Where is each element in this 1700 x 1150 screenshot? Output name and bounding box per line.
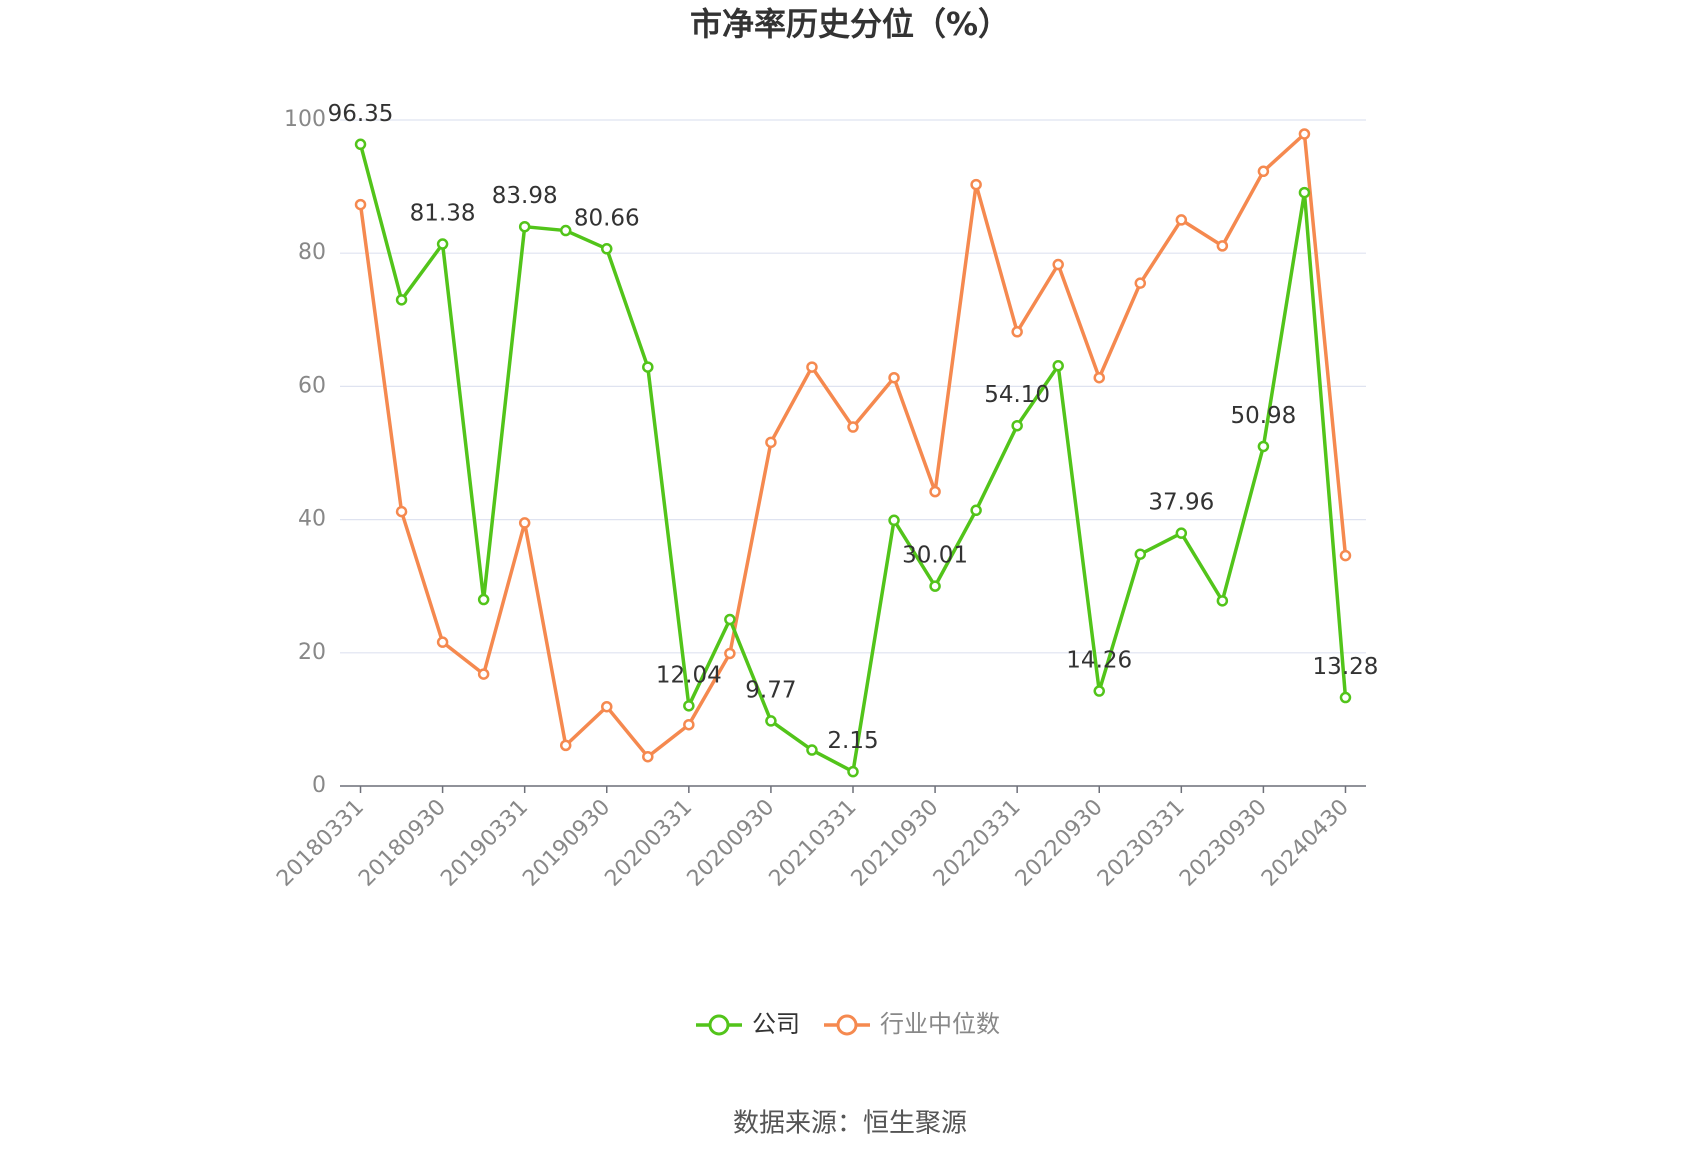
point bbox=[888, 514, 900, 527]
point bbox=[1257, 165, 1270, 178]
data-label: 54.10 bbox=[984, 382, 1050, 408]
legend-item[interactable]: 行业中位数 bbox=[824, 1010, 1000, 1038]
data-label: 83.98 bbox=[492, 183, 558, 209]
point bbox=[395, 505, 408, 518]
point bbox=[888, 371, 900, 384]
point bbox=[929, 485, 941, 498]
legend-item[interactable]: 公司 bbox=[696, 1010, 800, 1038]
point bbox=[724, 613, 736, 626]
source-note: 数据来源：恒生聚源 bbox=[733, 1109, 967, 1139]
point bbox=[477, 668, 490, 680]
data-label: 13.28 bbox=[1313, 654, 1379, 680]
y-tick-label: 60 bbox=[298, 373, 326, 398]
point bbox=[1298, 128, 1311, 140]
point bbox=[683, 718, 695, 731]
point bbox=[683, 700, 695, 712]
data-label: 14.26 bbox=[1066, 648, 1132, 674]
point bbox=[765, 715, 777, 727]
point bbox=[1298, 186, 1311, 199]
point bbox=[559, 739, 572, 752]
point bbox=[1093, 685, 1105, 697]
y-tick-label: 80 bbox=[298, 240, 326, 265]
point bbox=[847, 421, 859, 433]
data-label: 80.66 bbox=[574, 205, 640, 231]
point bbox=[1134, 548, 1147, 560]
series-line bbox=[358, 143, 1348, 774]
x-tick-label: 20220930 bbox=[1011, 795, 1108, 892]
x-tick-label: 20180331 bbox=[272, 795, 369, 892]
data-label: 2.15 bbox=[827, 728, 878, 754]
point bbox=[1052, 360, 1064, 372]
legend-marker bbox=[836, 1014, 858, 1036]
point bbox=[436, 636, 449, 648]
point bbox=[1216, 240, 1229, 252]
point bbox=[1052, 258, 1064, 271]
y-tick-label: 40 bbox=[298, 507, 326, 532]
point bbox=[929, 580, 941, 592]
x-tick-label: 20230331 bbox=[1093, 795, 1190, 892]
y-tick-label: 100 bbox=[284, 107, 326, 132]
data-label: 12.04 bbox=[656, 662, 722, 688]
point bbox=[1134, 277, 1147, 289]
x-tick-label: 20210331 bbox=[765, 795, 862, 892]
x-tick-label: 20240430 bbox=[1257, 795, 1354, 892]
point bbox=[559, 224, 572, 237]
x-tick-label: 20180930 bbox=[354, 795, 451, 892]
x-tick-label: 20190930 bbox=[518, 795, 615, 892]
point bbox=[477, 593, 490, 606]
point bbox=[1257, 440, 1270, 453]
point bbox=[806, 744, 818, 756]
data-label: 96.35 bbox=[328, 101, 394, 127]
point bbox=[395, 294, 408, 306]
point bbox=[765, 436, 777, 449]
data-label: 30.01 bbox=[902, 543, 968, 569]
point bbox=[518, 220, 531, 233]
point bbox=[1093, 371, 1105, 384]
data-label: 37.96 bbox=[1148, 490, 1214, 516]
legend-label: 行业中位数 bbox=[880, 1010, 1000, 1038]
point bbox=[806, 361, 818, 373]
legend-label: 公司 bbox=[752, 1010, 800, 1038]
series-line bbox=[358, 132, 1348, 759]
x-tick-label: 20200331 bbox=[600, 795, 697, 892]
point bbox=[1011, 326, 1023, 338]
legend-marker bbox=[708, 1014, 730, 1036]
point bbox=[601, 700, 613, 713]
point bbox=[354, 138, 367, 151]
point bbox=[724, 647, 736, 660]
data-label: 50.98 bbox=[1230, 403, 1296, 429]
point bbox=[518, 517, 531, 529]
point bbox=[642, 361, 654, 373]
point bbox=[1339, 691, 1352, 704]
x-tick-label: 20230930 bbox=[1175, 795, 1272, 892]
point bbox=[601, 243, 613, 255]
x-tick-label: 20210930 bbox=[847, 795, 944, 892]
point bbox=[970, 178, 982, 191]
point bbox=[642, 750, 654, 763]
x-tick-label: 20190331 bbox=[436, 795, 533, 892]
data-label: 81.38 bbox=[410, 201, 476, 227]
chart-title: 市净率历史分位（%） bbox=[690, 5, 1010, 43]
point bbox=[1175, 214, 1188, 226]
y-tick-label: 0 bbox=[312, 773, 326, 798]
point bbox=[436, 238, 449, 250]
point bbox=[1339, 549, 1352, 562]
x-tick-label: 20200930 bbox=[683, 795, 780, 892]
point bbox=[1175, 527, 1188, 539]
point bbox=[1216, 595, 1229, 607]
point bbox=[970, 504, 982, 517]
point bbox=[847, 765, 859, 778]
point bbox=[354, 198, 367, 211]
y-tick-label: 20 bbox=[298, 640, 326, 665]
data-label: 9.77 bbox=[745, 677, 796, 703]
x-tick-label: 20220331 bbox=[929, 795, 1026, 892]
point bbox=[1011, 419, 1023, 432]
